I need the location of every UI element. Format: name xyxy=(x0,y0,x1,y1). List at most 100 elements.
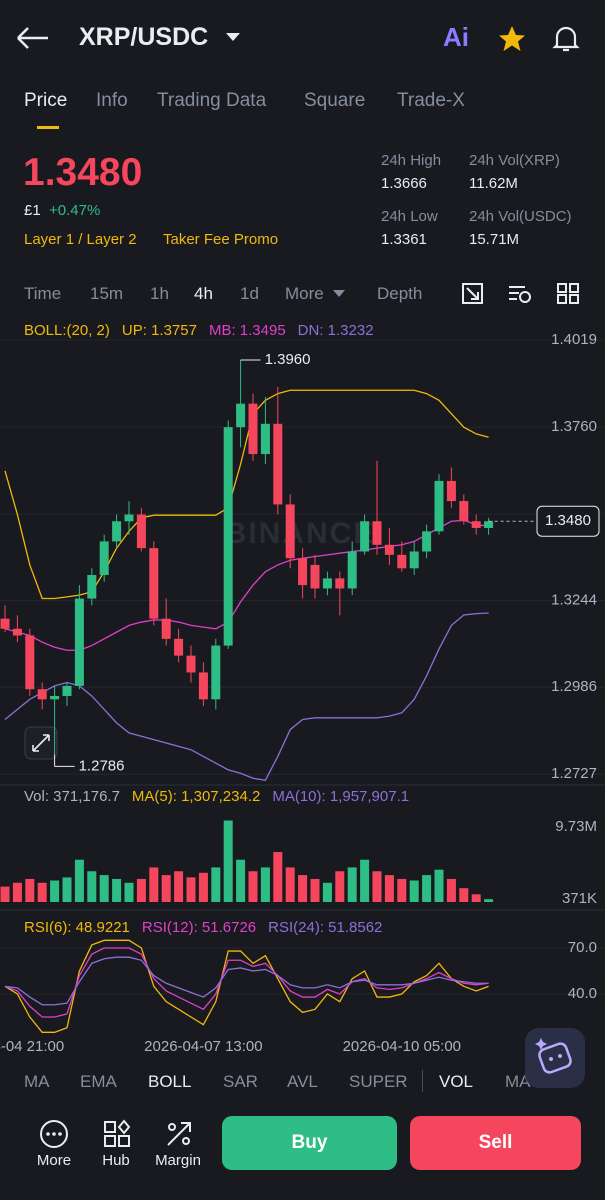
star-icon[interactable] xyxy=(497,24,527,54)
candle-body xyxy=(322,578,332,589)
candle-body xyxy=(484,521,494,528)
interval[interactable]: More xyxy=(285,284,324,303)
annotation-label: 1.3960 xyxy=(265,351,311,368)
legend-item: Vol: 371,176.7 xyxy=(24,788,120,805)
pair[interactable]: XRP/USDC xyxy=(79,23,209,51)
volume-bar xyxy=(298,875,308,902)
interval[interactable]: Time xyxy=(24,284,62,303)
legend-item: RSI(6): 48.9221 xyxy=(24,919,130,936)
margin-icon[interactable] xyxy=(163,1118,195,1150)
indicator-tab[interactable]: MA xyxy=(505,1072,531,1091)
assistant-button[interactable] xyxy=(525,1028,585,1088)
y-tick-label: 1.3760 xyxy=(551,418,597,435)
x-tick-label: 2026-04-10 05:00 xyxy=(343,1038,461,1055)
back-icon[interactable] xyxy=(14,24,54,52)
candle-body xyxy=(161,618,171,639)
indicator-tab[interactable]: SUPER xyxy=(349,1072,408,1091)
y-tick-label: 1.4019 xyxy=(551,331,597,348)
last-price-label: 1.3480 xyxy=(545,512,591,529)
stat-value: 1.3361 xyxy=(381,231,427,248)
candle-body xyxy=(223,427,233,646)
volume-bar xyxy=(149,867,159,902)
fiat-price: £1 xyxy=(24,202,41,219)
interval[interactable]: Depth xyxy=(377,284,423,303)
tag[interactable]: Layer 1 / Layer 2 xyxy=(24,231,137,248)
volume-bar xyxy=(260,867,270,902)
tab[interactable]: Square xyxy=(304,90,366,111)
candle-body xyxy=(0,618,10,629)
expand-icon xyxy=(32,734,50,752)
interval[interactable]: 4h xyxy=(194,284,213,303)
candle-body xyxy=(25,635,35,690)
volume-bar xyxy=(347,867,357,902)
stat-value: 15.71M xyxy=(469,231,520,248)
candle-body xyxy=(124,514,134,522)
bell-icon[interactable] xyxy=(552,24,580,54)
candle-body xyxy=(260,423,270,455)
legend-item: RSI(12): 51.6726 xyxy=(142,919,256,936)
volume-bar xyxy=(198,872,208,902)
candle-body xyxy=(74,598,84,686)
more-icon[interactable] xyxy=(38,1118,70,1150)
sell-button[interactable]: Sell xyxy=(410,1116,581,1170)
interval[interactable]: 15m xyxy=(90,284,124,303)
action-label[interactable]: Hub xyxy=(102,1152,130,1169)
indicator-tab[interactable]: BOLL xyxy=(148,1072,192,1091)
tab[interactable]: Price xyxy=(24,90,68,111)
indicator-tab[interactable]: VOL xyxy=(439,1072,474,1091)
candle-body xyxy=(384,544,394,555)
buy-button[interactable]: Buy xyxy=(222,1116,397,1170)
volume-bar xyxy=(360,859,370,902)
volume-bar xyxy=(0,886,10,902)
candle-body xyxy=(211,645,221,700)
interval[interactable]: 1h xyxy=(150,284,169,303)
dropdown-icon xyxy=(226,33,240,41)
volume-bar xyxy=(322,882,332,902)
candle-body xyxy=(335,578,345,589)
rsi-line xyxy=(4,956,489,1006)
action-label[interactable]: Margin xyxy=(155,1152,201,1169)
rsi-line xyxy=(4,939,489,1033)
tool-icons[interactable] xyxy=(461,282,581,306)
y-tick-label: 1.3244 xyxy=(551,592,597,609)
last-price: 1.3480 xyxy=(23,151,143,194)
action-label[interactable]: More xyxy=(36,1152,72,1169)
volume-bar xyxy=(112,878,122,902)
interval[interactable]: 1d xyxy=(240,284,259,303)
candle-body xyxy=(310,564,320,589)
indicator-tab[interactable]: AVL xyxy=(287,1072,318,1091)
ai-button[interactable]: Ai xyxy=(443,22,469,52)
candle-body xyxy=(198,672,208,700)
volume-bar xyxy=(62,877,72,902)
candle-body xyxy=(112,521,122,542)
tab[interactable]: Trade-X xyxy=(397,90,465,111)
hub-icon[interactable] xyxy=(101,1118,133,1150)
tab[interactable]: Info xyxy=(96,90,128,111)
volume-bar xyxy=(25,878,35,902)
volume-bar xyxy=(136,878,146,902)
volume-bar xyxy=(384,875,394,902)
candle-body xyxy=(12,628,22,636)
candle-body xyxy=(87,575,97,599)
y-tick-label: 9.73M xyxy=(555,818,597,835)
boll-line xyxy=(4,519,489,651)
stat-label: 24h Vol(USDC) xyxy=(469,208,572,225)
tab[interactable]: Trading Data xyxy=(157,90,267,111)
candle-body xyxy=(434,480,444,532)
volume-bar xyxy=(99,875,109,902)
stat-label: 24h Vol(XRP) xyxy=(469,152,560,169)
indicator-tab[interactable]: MA xyxy=(24,1072,50,1091)
candle-body xyxy=(372,521,382,545)
volume-bar xyxy=(484,899,494,902)
candle-body xyxy=(273,423,283,505)
y-tick-label: 1.2986 xyxy=(551,678,597,695)
indicator-tab[interactable]: SAR xyxy=(223,1072,258,1091)
indicator-tab[interactable]: EMA xyxy=(80,1072,117,1091)
volume-bar xyxy=(471,894,481,902)
tag[interactable]: Taker Fee Promo xyxy=(163,231,279,248)
volume-bar xyxy=(87,871,97,902)
candle-body xyxy=(298,558,308,586)
volume-bar xyxy=(186,877,196,902)
candle-body xyxy=(471,521,481,528)
annotation-label: 1.2786 xyxy=(79,757,125,774)
